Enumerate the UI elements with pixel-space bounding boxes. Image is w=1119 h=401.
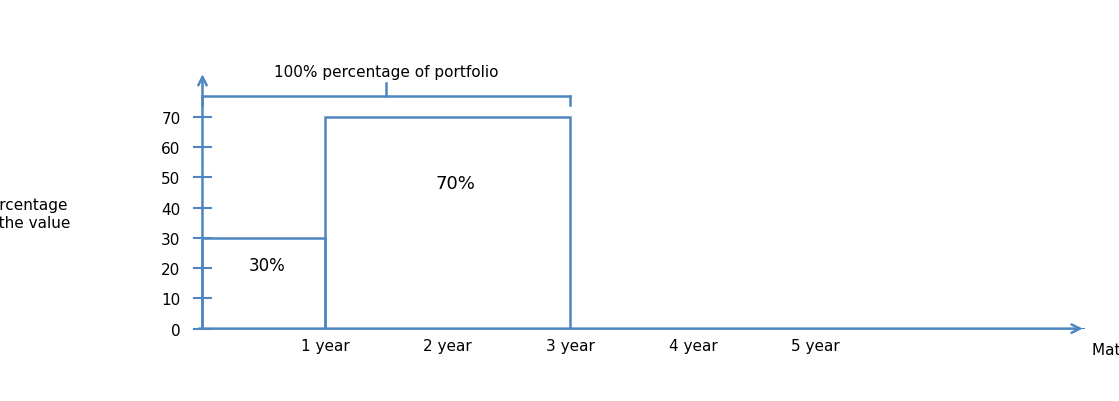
Bar: [203, 238, 326, 329]
Text: Percentage
of the value: Percentage of the value: [0, 198, 70, 230]
Text: Maturity in years: Maturity in years: [1091, 342, 1119, 357]
Bar: [326, 117, 571, 329]
Text: 30%: 30%: [250, 256, 285, 274]
Text: 100% percentage of portfolio: 100% percentage of portfolio: [274, 65, 499, 80]
Text: 70%: 70%: [435, 175, 476, 193]
